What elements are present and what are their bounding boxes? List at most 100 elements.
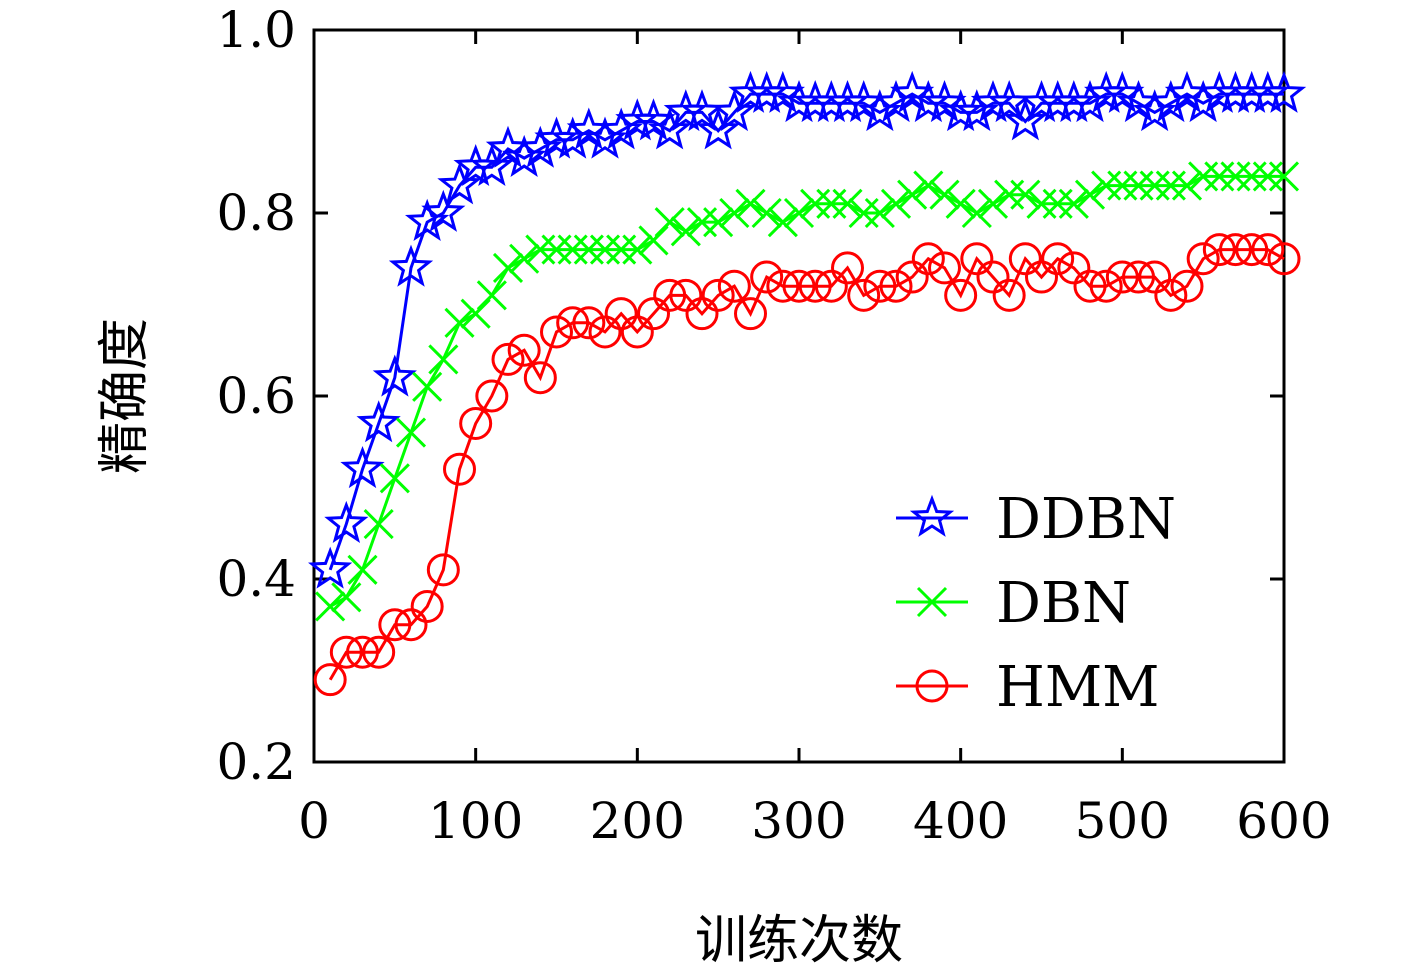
data-point-dbn: [589, 234, 621, 265]
data-point-dbn: [832, 188, 863, 219]
data-point-hmm: [992, 278, 1026, 312]
data-point-dbn: [412, 371, 443, 402]
legend-label: DDBN: [996, 487, 1176, 552]
data-point-dbn: [703, 207, 734, 238]
data-point-dbn: [573, 234, 604, 265]
data-point-dbn: [1123, 170, 1154, 201]
data-point-hmm: [847, 278, 881, 312]
data-point-dbn: [363, 509, 394, 540]
data-point-hmm: [685, 297, 719, 331]
axis-ticks: 0 100 200 300 400 500 600 0.2 0.4 0.6 0.8 1.0: [216, 1, 1331, 850]
data-point-dbn: [460, 298, 491, 329]
data-point-hmm: [879, 269, 913, 303]
data-point-ddbn: [502, 134, 547, 177]
data-point-ddbn: [356, 400, 401, 443]
data-point-hmm: [1138, 260, 1172, 294]
data-point-hmm: [410, 589, 444, 623]
data-point-hmm: [1267, 242, 1301, 276]
data-point-ddbn: [712, 89, 757, 132]
data-point-hmm: [523, 361, 557, 395]
data-point-ddbn: [324, 500, 369, 543]
data-point-dbn: [606, 234, 637, 265]
data-point-hmm: [831, 251, 864, 285]
data-point-dbn: [541, 234, 572, 265]
data-point-hmm: [928, 251, 961, 285]
data-point-hmm: [1154, 278, 1188, 312]
data-point-hmm: [1251, 233, 1285, 267]
data-point-ddbn: [663, 89, 708, 132]
data-point-dbn: [783, 197, 815, 229]
data-point-ddbn: [599, 107, 644, 150]
data-point-dbn: [1074, 179, 1106, 210]
data-point-dbn: [686, 207, 718, 238]
data-point-dbn: [1042, 188, 1073, 219]
data-point-hmm: [1170, 269, 1204, 303]
data-point-dbn: [1268, 161, 1300, 192]
data-point-dbn: [913, 170, 944, 201]
data-point-hmm: [944, 278, 978, 312]
data-point-dbn: [509, 243, 540, 274]
data-point-hmm: [669, 278, 703, 312]
data-point-dbn: [1188, 161, 1219, 192]
data-point-ddbn: [421, 189, 466, 232]
data-point-ddbn: [647, 107, 692, 150]
x-tick-label: 200: [590, 792, 685, 850]
data-point-dbn: [654, 207, 685, 238]
data-point-dbn: [735, 188, 766, 219]
data-point-dbn: [977, 188, 1009, 219]
data-point-hmm: [750, 260, 784, 294]
data-point-dbn: [929, 179, 960, 210]
data-point-hmm: [443, 452, 476, 486]
data-point-hmm: [1235, 233, 1269, 267]
legend-marker: [916, 586, 948, 618]
data-point-ddbn: [954, 89, 999, 132]
x-tick-label: 0: [298, 792, 330, 850]
data-point-hmm: [1186, 242, 1220, 276]
data-point-dbn: [1220, 161, 1251, 192]
data-point-dbn: [864, 197, 895, 229]
data-point-ddbn: [469, 144, 514, 187]
data-point-hmm: [491, 342, 525, 376]
data-point-dbn: [848, 197, 879, 229]
data-point-hmm: [394, 608, 428, 642]
x-tick-label: 300: [751, 792, 846, 850]
data-point-hmm: [378, 608, 412, 642]
data-point-hmm: [346, 635, 379, 669]
series-dbn: [315, 161, 1300, 622]
data-point-dbn: [1107, 170, 1138, 201]
data-point-dbn: [880, 188, 912, 219]
data-point-ddbn: [1132, 89, 1177, 132]
data-point-hmm: [540, 315, 573, 349]
y-axis-title: 精确度: [95, 318, 155, 474]
y-tick-label: 0.4: [216, 550, 296, 608]
data-point-hmm: [976, 260, 1010, 294]
data-point-hmm: [1122, 260, 1155, 294]
y-tick-label: 1.0: [216, 1, 296, 59]
data-point-dbn: [816, 188, 847, 219]
data-point-hmm: [1089, 269, 1123, 303]
data-point-dbn: [379, 463, 410, 494]
data-point-ddbn: [1245, 70, 1290, 113]
data-point-hmm: [475, 379, 509, 413]
data-point-ddbn: [453, 144, 498, 187]
data-point-dbn: [994, 179, 1025, 210]
data-point-hmm: [620, 315, 654, 349]
data-point-ddbn: [1051, 79, 1096, 123]
data-point-dbn: [670, 216, 701, 247]
legend-item-dbn: DBN: [896, 571, 1131, 636]
data-point-hmm: [911, 242, 945, 276]
data-point-hmm: [426, 553, 460, 587]
x-tick-label: 100: [428, 792, 523, 850]
legend-item-ddbn: DDBN: [896, 487, 1176, 552]
legend-marker: [909, 494, 955, 537]
data-point-hmm: [1073, 269, 1107, 303]
data-point-ddbn: [308, 546, 353, 589]
data-point-dbn: [1091, 170, 1122, 201]
data-point-hmm: [459, 406, 493, 440]
data-point-ddbn: [1067, 79, 1113, 123]
x-tick-label: 600: [1236, 792, 1331, 850]
data-point-dbn: [961, 197, 992, 229]
data-point-hmm: [653, 278, 687, 312]
data-point-hmm: [766, 269, 800, 303]
data-point-hmm: [863, 269, 897, 303]
